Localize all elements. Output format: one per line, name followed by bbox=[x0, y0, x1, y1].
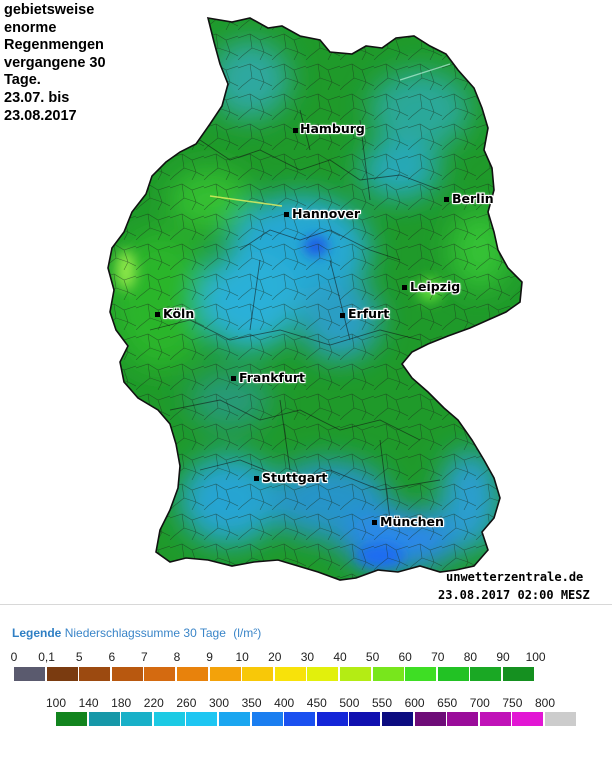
legend-swatch bbox=[447, 712, 480, 726]
legend-tick-label: 6 bbox=[108, 650, 116, 664]
legend-tick-label: 9 bbox=[206, 650, 213, 664]
legend-tick-label: 5 bbox=[75, 650, 83, 664]
legend-tick-label: 140 bbox=[78, 696, 99, 710]
legend-tick-label: 10 bbox=[235, 650, 249, 664]
legend-swatch bbox=[307, 667, 340, 681]
legend-swatch bbox=[209, 667, 242, 681]
legend-swatch bbox=[372, 667, 405, 681]
legend-swatch bbox=[79, 667, 112, 681]
legend-swatch bbox=[274, 667, 307, 681]
legend-tick-label: 450 bbox=[306, 696, 327, 710]
legend-swatch bbox=[512, 712, 545, 726]
legend-tick-label: 500 bbox=[339, 696, 360, 710]
legend-tick-label: 260 bbox=[176, 696, 197, 710]
legend-tick-label: 7 bbox=[141, 650, 148, 664]
city-marker-berlin bbox=[444, 197, 449, 202]
city-label-frankfurt: Frankfurt bbox=[239, 370, 306, 385]
legend-swatch bbox=[177, 667, 209, 681]
legend-swatch bbox=[46, 667, 79, 681]
legend-tick-label: 8 bbox=[173, 650, 181, 664]
city-marker-erfurt bbox=[340, 313, 345, 318]
legend-swatch bbox=[111, 667, 144, 681]
legend-swatch bbox=[382, 712, 414, 726]
legend-swatch bbox=[405, 667, 438, 681]
legend-title-text: Niederschlagssumme 30 Tage bbox=[64, 626, 226, 640]
legend-swatch bbox=[251, 712, 284, 726]
city-marker-frankfurt bbox=[231, 376, 236, 381]
scale-arrow-icon bbox=[545, 712, 557, 726]
legend-tick-label: 220 bbox=[143, 696, 164, 710]
legend-tick-label: 100 bbox=[525, 650, 546, 664]
legend-divider bbox=[0, 604, 612, 605]
legend-tick-label: 300 bbox=[208, 696, 230, 710]
legend-swatch bbox=[219, 712, 251, 726]
legend-swatch bbox=[479, 712, 512, 726]
legend-tick-label: 800 bbox=[534, 696, 556, 710]
city-marker-hamburg bbox=[293, 128, 298, 133]
city-label-hannover: Hannover bbox=[292, 206, 361, 221]
map-timestamp: 23.08.2017 02:00 MESZ bbox=[438, 588, 590, 602]
legend-swatch bbox=[284, 712, 317, 726]
legend-swatch bbox=[414, 712, 447, 726]
legend-tick-label: 100 bbox=[45, 696, 67, 710]
legend-swatch bbox=[153, 712, 186, 726]
city-label-hamburg: Hamburg bbox=[300, 121, 365, 136]
legend-title: Legende Niederschlagssumme 30 Tage (l/m²… bbox=[12, 626, 261, 640]
legend-tick-label: 50 bbox=[365, 650, 380, 664]
legend-tick-label: 90 bbox=[496, 650, 510, 664]
legend-tick-label: 350 bbox=[241, 696, 262, 710]
legend-tick-label: 70 bbox=[431, 650, 445, 664]
legend-swatch bbox=[340, 667, 372, 681]
city-marker-leipzig bbox=[402, 285, 407, 290]
legend-swatch bbox=[56, 712, 88, 726]
precipitation-map-panel: gebietsweise enorme Regenmengen vergange… bbox=[4, 2, 590, 602]
legend-swatch bbox=[503, 667, 535, 681]
legend-unit: (l/m²) bbox=[233, 626, 262, 640]
legend-tick-label: 400 bbox=[274, 696, 295, 710]
legend-swatch bbox=[186, 712, 219, 726]
legend-swatch bbox=[14, 667, 46, 681]
legend-tick-label: 750 bbox=[502, 696, 523, 710]
city-label-berlin: Berlin bbox=[452, 191, 494, 206]
legend-tick-label: 550 bbox=[371, 696, 393, 710]
legend-swatch bbox=[144, 667, 177, 681]
legend-swatch bbox=[242, 667, 275, 681]
legend-tick-label: 0,1 bbox=[38, 650, 55, 664]
legend-tick-label: 700 bbox=[469, 696, 490, 710]
city-label-stuttgart: Stuttgart bbox=[262, 470, 328, 485]
legend-tick-label: 650 bbox=[437, 696, 458, 710]
city-marker-muenchen bbox=[372, 520, 377, 525]
legend-swatch bbox=[437, 667, 470, 681]
legend-tick-label: 0 bbox=[10, 650, 18, 664]
city-label-koeln: Köln bbox=[163, 306, 195, 321]
germany-precipitation-map bbox=[107, 17, 523, 581]
legend-swatch bbox=[470, 667, 503, 681]
legend-swatch bbox=[349, 712, 382, 726]
city-label-muenchen: München bbox=[380, 514, 444, 529]
city-marker-hannover bbox=[284, 212, 289, 217]
legend-swatch bbox=[121, 712, 154, 726]
legend-tick-label: 180 bbox=[111, 696, 132, 710]
legend-tick-label: 80 bbox=[463, 650, 478, 664]
legend-tick-label: 600 bbox=[404, 696, 425, 710]
legend-swatch bbox=[316, 712, 349, 726]
legend-swatch bbox=[88, 712, 121, 726]
legend-tick-label: 60 bbox=[398, 650, 412, 664]
map-caption: gebietsweise enorme Regenmengen vergange… bbox=[4, 2, 132, 126]
legend-tick-label: 40 bbox=[333, 650, 347, 664]
city-label-leipzig: Leipzig bbox=[410, 279, 461, 294]
legend-tick-label: 20 bbox=[268, 650, 282, 664]
city-marker-koeln bbox=[155, 312, 160, 317]
city-label-erfurt: Erfurt bbox=[348, 306, 390, 321]
legend-title-bold: Legende bbox=[12, 626, 62, 640]
city-marker-stuttgart bbox=[254, 476, 259, 481]
legend-tick-label: 30 bbox=[300, 650, 315, 664]
source-credit: unwetterzentrale.de bbox=[446, 570, 584, 584]
